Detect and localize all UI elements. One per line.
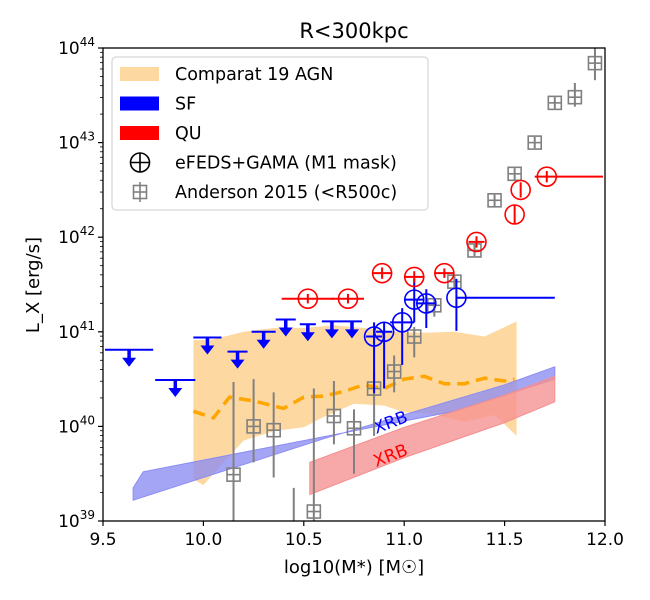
legend-item: Anderson 2015 (<R500c) [132, 182, 397, 203]
anderson-point [587, 48, 603, 81]
x-axis-title: log10(M*) [M☉] [284, 557, 424, 578]
agn-median-line [192, 374, 515, 420]
x-tick-label: 10.0 [184, 530, 222, 550]
sf-upper-limit [299, 323, 316, 342]
anderson-2015-layer [226, 48, 603, 521]
sf-detection [390, 308, 415, 365]
plot-frame [102, 47, 606, 522]
sf-detections-layer [363, 278, 555, 394]
legend-swatch [120, 96, 159, 111]
qu-detection [371, 262, 393, 284]
sf-upper-limit [227, 350, 248, 369]
sf-upper-limit [321, 320, 342, 339]
x-tick-label: 11.5 [486, 530, 524, 550]
legend-item: Comparat 19 AGN [120, 65, 333, 85]
anderson-point [547, 95, 563, 111]
anderson-point [266, 392, 281, 478]
y-tick-label: 1041 [58, 319, 95, 343]
sf-upper-limit [193, 336, 222, 355]
legend-label: QU [175, 124, 202, 144]
sf-detection [415, 289, 437, 329]
x-tick-label: 9.5 [89, 530, 116, 550]
y-tick-label: 1043 [58, 130, 95, 154]
qu-detection [534, 166, 603, 187]
x-tick-label: 11.0 [385, 530, 423, 550]
sf-xrb-band [132, 366, 556, 501]
sf-upper-limits-layer [105, 318, 363, 398]
anderson-point [306, 388, 322, 521]
qu-detection [281, 288, 334, 309]
y-tick-label: 1042 [58, 224, 95, 248]
sf-upper-limit [251, 330, 276, 349]
legend: Comparat 19 AGN SF QU eFEDS+GAMA (M1 mask) A… [111, 56, 429, 211]
chart-title: R<300kpc [299, 19, 408, 43]
legend-swatch [120, 67, 159, 81]
axis-ticks: 9.5 10.0 10.5 11.0 11.5 12.0 1039 1040 1041 1042 1… [58, 35, 624, 550]
legend-label: Comparat 19 AGN [175, 65, 333, 85]
sf-detection [373, 321, 395, 389]
y-tick-label: 1040 [58, 413, 95, 437]
legend-box [111, 56, 429, 211]
anderson-point [507, 166, 522, 182]
qu-xrb-band [309, 375, 556, 496]
qu-detection [504, 204, 525, 225]
anderson-point [406, 327, 422, 358]
x-tick-label: 12.0 [586, 530, 624, 550]
y-tick-label: 1044 [58, 35, 95, 59]
legend-item: SF [120, 95, 196, 115]
y-tick-label: 1039 [58, 508, 95, 532]
legend-label: eFEDS+GAMA (M1 mask) [175, 154, 397, 174]
sf-detection [446, 278, 555, 331]
y-axis-title: L_X [erg/s] [23, 237, 44, 333]
legend-swatch [120, 126, 159, 140]
anderson-point [292, 487, 295, 521]
qu-detection [510, 179, 531, 201]
legend-label: SF [175, 95, 196, 115]
qu-detection [331, 288, 365, 309]
anderson-point [567, 83, 583, 107]
sf-upper-limit [275, 318, 296, 337]
qu-detection [466, 231, 487, 253]
sf-upper-limit [155, 379, 196, 398]
x-tick-label: 10.5 [285, 530, 323, 550]
anderson-point [246, 379, 261, 463]
agn-band [193, 321, 517, 486]
legend-label: Anderson 2015 (<R500c) [175, 183, 397, 203]
qu-detections-layer [281, 166, 603, 309]
legend-item: QU [120, 124, 202, 144]
anderson-point [386, 355, 402, 393]
qu-detection [434, 262, 455, 284]
sf-upper-limit [105, 348, 154, 367]
anderson-point [487, 193, 502, 208]
anderson-point [346, 409, 362, 474]
anderson-point [326, 380, 342, 445]
qu-detection [403, 266, 425, 288]
anderson-point [527, 135, 543, 150]
legend-item: eFEDS+GAMA (M1 mask) [129, 152, 397, 174]
sf-upper-limit [341, 320, 363, 339]
anderson-point [226, 381, 241, 521]
